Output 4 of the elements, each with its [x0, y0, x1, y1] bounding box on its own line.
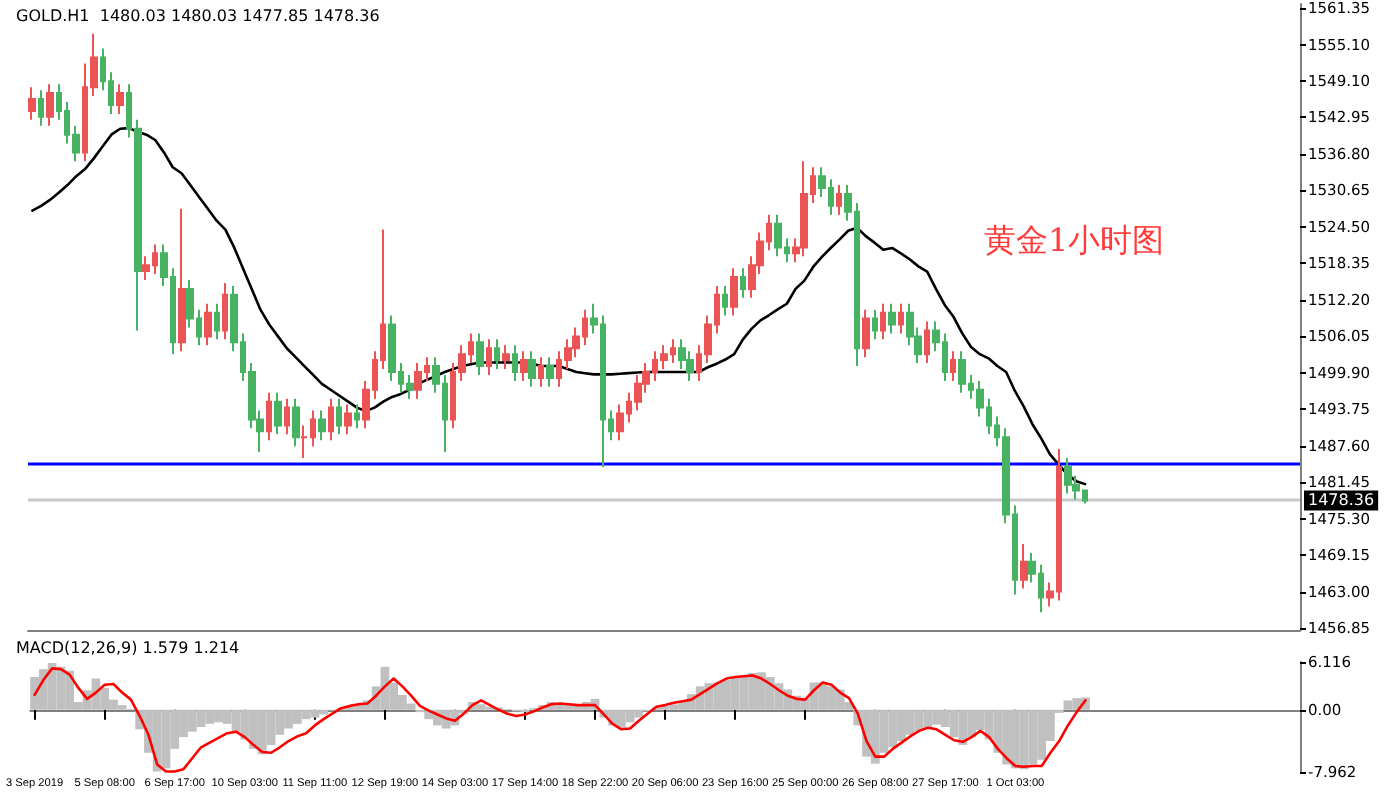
- chart-title: GOLD.H1 1480.03 1480.03 1477.85 1478.36: [16, 7, 380, 25]
- chart-title: MACD(12,26,9) 1.579 1.214: [16, 639, 240, 657]
- ref-line-label: 1478.36: [1308, 491, 1375, 510]
- annotation: 黄金1小时图: [984, 221, 1165, 259]
